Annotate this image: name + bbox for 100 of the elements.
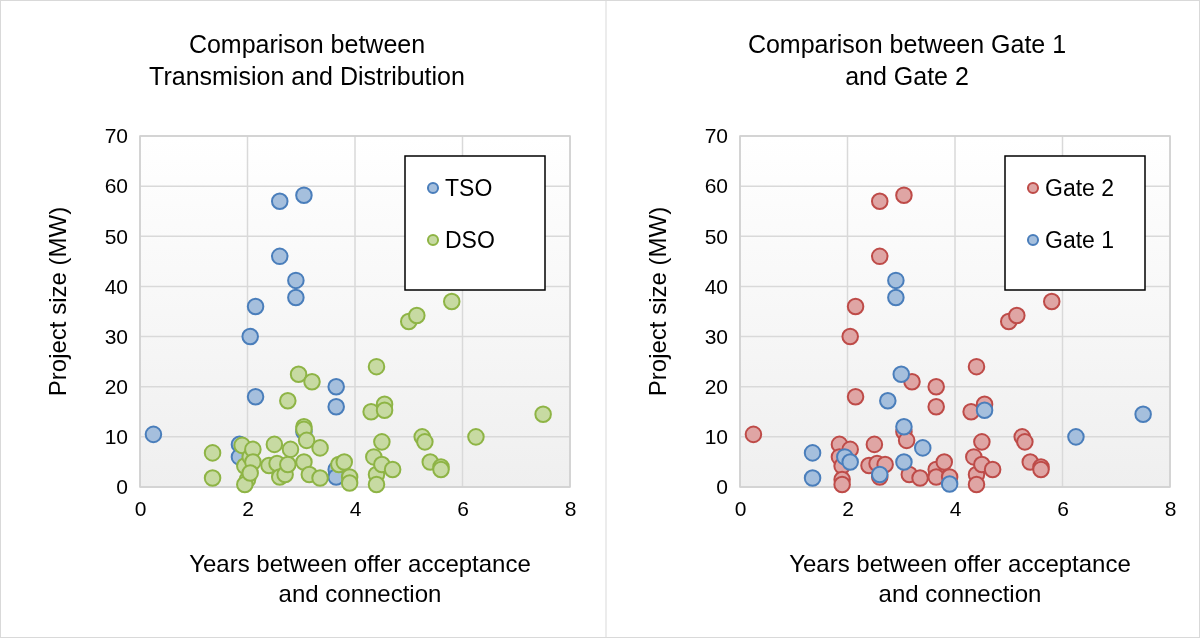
- point: [870, 192, 889, 210]
- point: [295, 186, 313, 204]
- point: [841, 453, 859, 471]
- legend-label: TSO: [445, 175, 493, 201]
- x-tick-label: 2: [842, 496, 854, 520]
- x-tick-label: 8: [564, 496, 577, 520]
- y-axis-title: Project size (MW): [644, 206, 671, 397]
- point: [927, 398, 945, 416]
- y-tick-label: 20: [704, 374, 728, 398]
- point: [375, 401, 394, 420]
- point: [442, 292, 461, 311]
- point: [416, 433, 434, 451]
- y-tick-label: 0: [116, 475, 128, 499]
- point: [1016, 433, 1034, 451]
- point: [897, 431, 916, 450]
- point: [270, 192, 289, 210]
- point: [265, 435, 284, 454]
- point: [311, 469, 329, 487]
- point: [879, 391, 897, 410]
- point: [373, 433, 391, 451]
- point: [870, 247, 889, 266]
- point: [289, 365, 308, 383]
- x-tick-label: 8: [1164, 496, 1177, 520]
- point: [887, 271, 905, 290]
- point: [967, 475, 986, 494]
- point: [279, 391, 297, 410]
- y-tick-label: 30: [104, 324, 128, 348]
- point: [327, 398, 345, 416]
- point: [967, 357, 986, 376]
- point: [895, 453, 913, 471]
- point: [246, 297, 265, 316]
- point: [270, 247, 289, 266]
- y-tick-label: 10: [104, 425, 128, 449]
- y-tick-label: 60: [704, 174, 728, 198]
- y-tick-label: 40: [104, 274, 128, 298]
- point: [287, 271, 305, 290]
- point: [895, 186, 913, 204]
- point: [367, 357, 386, 376]
- legend-label: Gate 2: [1045, 175, 1115, 201]
- y-tick-label: 60: [104, 174, 128, 198]
- y-tick-label: 50: [704, 224, 728, 248]
- point: [983, 460, 1002, 479]
- point: [287, 288, 305, 307]
- point: [203, 469, 222, 487]
- point: [246, 387, 265, 406]
- x-tick-label: 0: [134, 496, 147, 520]
- point: [340, 474, 359, 492]
- chart-title: Comparison between Transmision and Distribution: [149, 30, 465, 90]
- y-tick-label: 10: [704, 425, 728, 449]
- point: [846, 297, 865, 316]
- point: [534, 405, 552, 424]
- point: [311, 439, 329, 457]
- x-tick-label: 2: [242, 496, 254, 520]
- point: [940, 475, 959, 493]
- point: [911, 469, 929, 487]
- point: [913, 439, 932, 457]
- y-tick-label: 70: [104, 124, 128, 148]
- y-tick-label: 20: [104, 374, 128, 398]
- point: [803, 469, 822, 487]
- legend-label: Gate 1: [1045, 227, 1115, 253]
- point: [467, 428, 485, 446]
- point: [935, 453, 954, 471]
- point: [1067, 428, 1085, 446]
- point: [846, 387, 865, 406]
- point: [281, 440, 300, 459]
- point: [408, 306, 426, 325]
- point: [927, 377, 945, 396]
- y-tick-label: 30: [704, 324, 728, 348]
- point: [1042, 292, 1061, 311]
- x-tick-label: 6: [457, 496, 469, 520]
- point: [841, 327, 859, 346]
- point: [803, 444, 822, 462]
- point: [975, 401, 994, 420]
- point: [297, 431, 316, 450]
- point: [241, 464, 259, 482]
- point: [203, 444, 222, 462]
- point: [383, 460, 402, 479]
- y-tick-label: 70: [704, 124, 728, 148]
- point: [973, 433, 991, 451]
- point: [892, 365, 911, 383]
- x-axis-title: Years between offer acceptance and connection: [189, 550, 531, 607]
- x-tick-label: 4: [349, 496, 362, 520]
- point: [833, 475, 851, 494]
- x-tick-label: 6: [1057, 496, 1069, 520]
- y-tick-label: 40: [704, 274, 728, 298]
- y-tick-label: 50: [104, 224, 128, 248]
- chart-title: Comparison between Gate 1 and Gate 2: [747, 30, 1067, 90]
- point: [744, 425, 763, 444]
- point: [1008, 306, 1026, 325]
- x-tick-label: 4: [949, 496, 962, 520]
- point: [865, 435, 884, 454]
- point: [279, 455, 297, 474]
- point: [303, 372, 321, 391]
- point: [327, 377, 345, 396]
- point: [144, 425, 163, 444]
- legend-label: DSO: [445, 227, 495, 253]
- y-axis-title: Project size (MW): [44, 206, 71, 397]
- point: [367, 475, 386, 494]
- point: [241, 327, 259, 346]
- y-tick-label: 0: [716, 475, 728, 499]
